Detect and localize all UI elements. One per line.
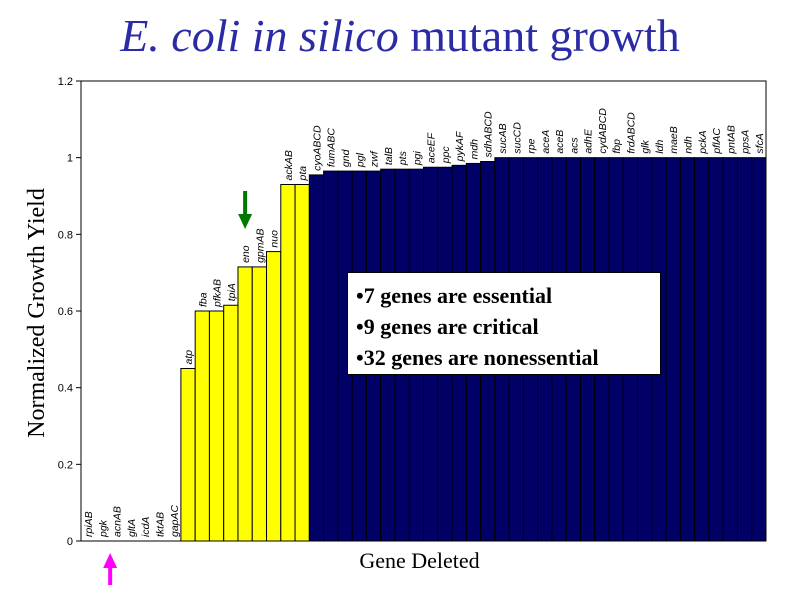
category-label-fba: fba [197,292,209,307]
category-label-talB: talB [383,147,395,165]
bar-pntAB [722,157,738,542]
category-label-eno: eno [240,245,252,263]
arrow-up-head [103,553,118,568]
category-label-maeB: maeB [668,126,680,153]
category-label-atp: atp [183,350,195,365]
category-label-ackAB: ackAB [283,150,295,180]
category-label-sdhABCD: sdhABCD [483,111,495,158]
category-label-sucAB: sucAB [497,123,509,153]
category-label-pfkAB: pfkAB [212,279,224,308]
category-label-nuo: nuo [269,230,281,248]
callout-line-critical: •9 genes are critical [356,314,539,339]
category-label-fbp: fbp [611,139,623,154]
bar-ndh [679,157,696,542]
category-label-cydABCD: cydABCD [597,108,609,154]
category-label-gpmAB: gpmAB [254,228,266,262]
bar-pfkAB [208,310,225,542]
bar-eno [237,266,253,542]
y-tick-label: 1.2 [58,76,73,88]
bar-fba [194,310,210,542]
bar-pflAC [708,157,724,542]
slide-title-rest: mutant growth [398,10,680,61]
category-label-pykAF: pykAF [454,131,466,162]
bar-cyoABCD [308,174,325,542]
category-label-tpiA: tpiA [226,283,238,301]
bar-gpmAB [251,266,268,542]
category-label-ppsA: ppsA [740,130,752,155]
category-label-ndh: ndh [683,136,695,154]
slide-title-italic: E. coli in silico [120,10,399,61]
category-label-gltA: gltA [126,519,138,537]
category-label-sfcA: sfcA [754,133,766,153]
y-ticks-group: 0 0.2 0.4 0.6 0.8 1 1.2 [58,76,81,548]
callout-line-nonessential: •32 genes are nonessential [356,345,599,370]
bar-atp [180,368,196,542]
callout-line-essential: •7 genes are essential [356,283,553,308]
bar-sfcA [751,157,767,542]
category-label-frdABCD: frdABCD [625,112,637,154]
category-label-pckA: pckA [697,130,709,154]
bar-fumABC [323,170,339,542]
category-label-gnd: gnd [340,148,352,167]
category-label-pntAB: pntAB [725,125,737,155]
bar-maeB [665,157,681,542]
summary-callout: •7 genes are essential •9 genes are crit… [347,272,661,375]
category-label-icdA: icdA [140,517,152,537]
y-tick-label: 0.4 [58,383,73,395]
arrow-down-head [238,214,253,229]
y-axis-title: Normalized Growth Yield [24,188,50,438]
y-tick-label: 0 [67,536,73,548]
category-label-gapAC: gapAC [169,504,181,537]
bar-ppsA [736,157,753,542]
bar-nuo [266,251,282,542]
category-label-pts: pts [397,150,409,166]
category-label-pgk: pgk [97,519,109,538]
y-tick-label: 1 [67,153,73,165]
category-label-fumABC: fumABC [326,128,338,168]
y-tick-label: 0.8 [58,229,73,241]
category-label-acnAB: acnAB [112,506,124,537]
bar-pta [294,184,310,542]
category-label-aceB: aceB [554,130,566,154]
annotation-arrows [103,191,253,585]
y-tick-label: 0.6 [58,306,73,318]
category-label-pta: pta [297,166,309,182]
bar-pckA [694,157,710,542]
category-label-zwf: zwf [369,150,381,168]
category-label-rpe: rpe [526,138,538,153]
category-label-mdh: mdh [468,139,480,160]
x-axis-title: Gene Deleted [359,548,479,573]
category-label-aceA: aceA [540,130,552,154]
category-label-pgi: pgi [411,150,423,166]
category-label-pflAC: pflAC [711,128,723,155]
category-label-glk: glk [640,139,652,153]
bar-tpiA [223,304,239,542]
slide-title: E. coli in silico mutant growth [0,8,800,64]
category-labels-group: rpiAB pgk acnAB gltA icdA tktAB gapAC atp fba pfk… [83,108,766,538]
category-label-adhE: adhE [583,128,595,154]
y-tick-label: 0.2 [58,459,73,471]
category-label-pgl: pgl [354,152,366,168]
category-label-aceEF: aceEF [426,132,438,163]
category-label-rpiAB: rpiAB [83,511,95,537]
category-label-tktAB: tktAB [154,512,166,537]
category-label-acs: acs [568,137,580,154]
category-label-ppc: ppc [440,146,452,165]
category-label-ldh: ldh [654,139,666,153]
category-label-cyoABCD: cyoABCD [311,125,323,171]
category-label-sucCD: sucCD [511,122,523,154]
bar-ackAB [280,184,296,542]
